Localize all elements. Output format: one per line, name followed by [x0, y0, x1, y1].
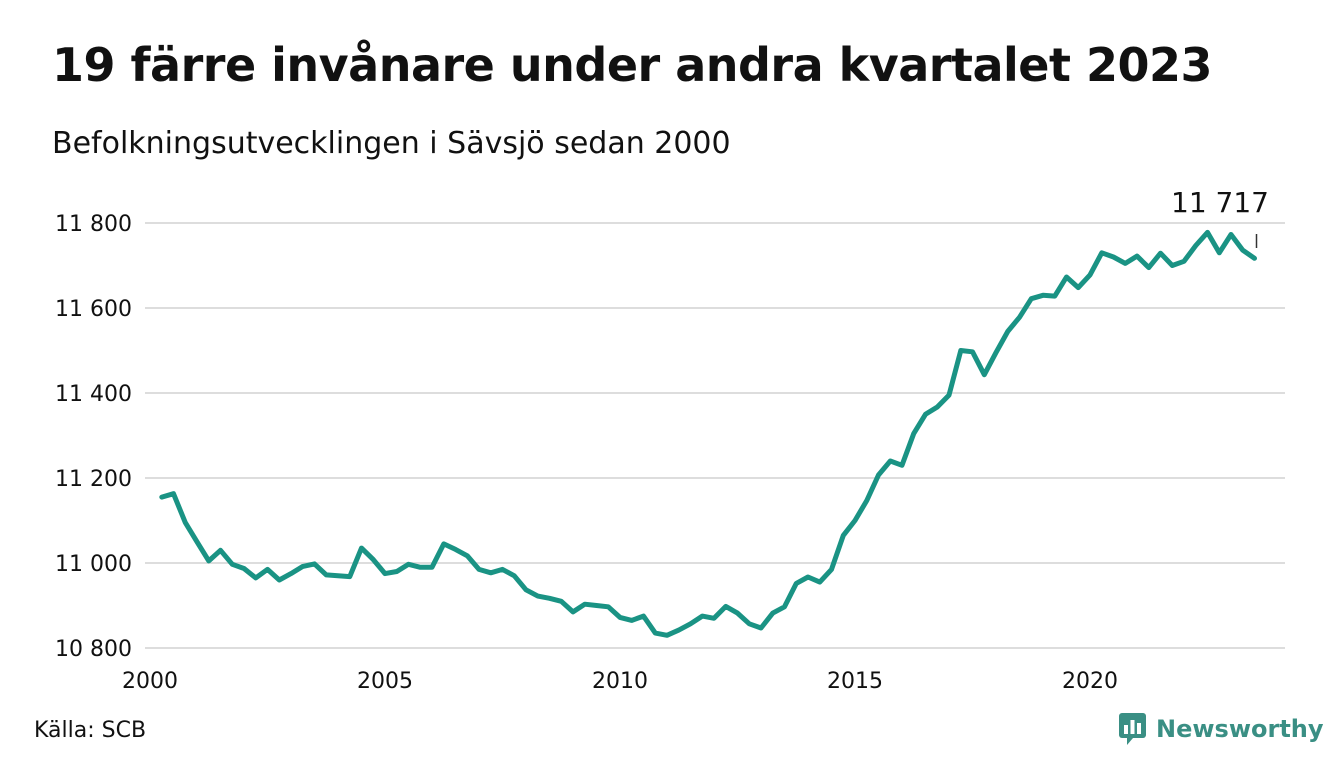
x-tick-label: 2015	[827, 669, 883, 694]
x-tick-label: 2010	[592, 669, 648, 694]
brand-name: Newsworthy	[1156, 715, 1324, 743]
x-tick-label: 2000	[122, 669, 178, 694]
brand-logo: Newsworthy	[1118, 712, 1324, 746]
source-note: Källa: SCB	[34, 718, 147, 743]
y-tick-label: 11 200	[55, 467, 132, 492]
y-tick-label: 11 400	[55, 382, 132, 407]
end-value-label: 11 717	[1171, 186, 1269, 219]
series-line	[159, 229, 1257, 638]
y-tick-label: 11 000	[55, 552, 132, 577]
x-tick-label: 2005	[357, 669, 413, 694]
y-tick-label: 11 800	[55, 212, 132, 237]
chart-subtitle: Befolkningsutvecklingen i Sävsjö sedan 2…	[52, 126, 731, 161]
y-tick-label: 10 800	[55, 637, 132, 662]
chart-title: 19 färre invånare under andra kvartalet …	[52, 38, 1213, 92]
y-tick-label: 11 600	[55, 297, 132, 322]
newsworthy-logo-icon	[1119, 713, 1146, 745]
x-tick-label: 2020	[1062, 669, 1118, 694]
